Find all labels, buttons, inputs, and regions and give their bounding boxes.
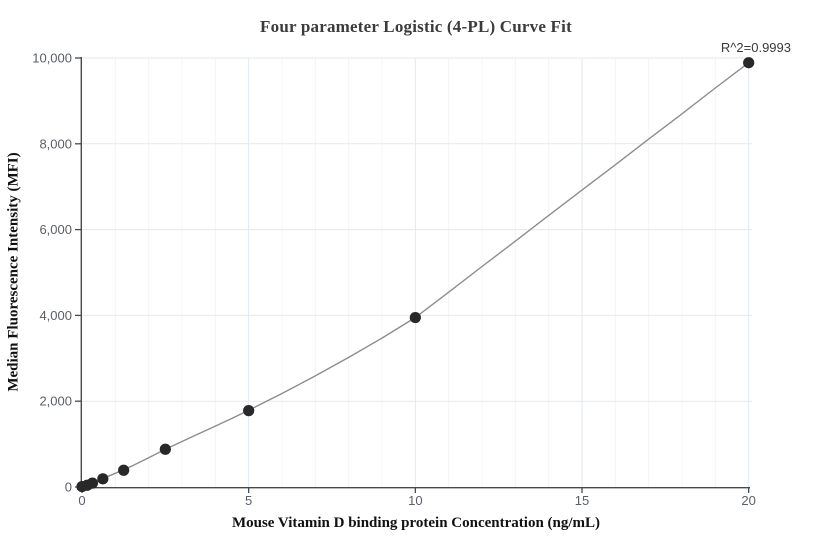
y-axis-title: Median Fluorescence Intensity (MFI) — [5, 152, 22, 392]
x-tick-label: 0 — [78, 493, 85, 508]
x-tick-label: 15 — [575, 493, 589, 508]
data-point — [409, 311, 421, 324]
y-tick-label: 8,000 — [39, 136, 72, 151]
x-axis-title: Mouse Vitamin D binding protein Concentr… — [231, 515, 601, 531]
y-tick-label: 10,000 — [32, 51, 72, 66]
data-point — [86, 477, 99, 489]
data-point — [118, 464, 130, 476]
data-point — [743, 57, 755, 69]
r-squared-annotation: R^2=0.9993 — [720, 40, 791, 55]
y-tick-label: 4,000 — [39, 308, 72, 323]
chart-title: Four parameter Logistic (4-PL) Curve Fit — [260, 17, 572, 36]
x-tick-label: 5 — [245, 493, 252, 508]
data-point — [159, 443, 171, 455]
y-tick-label: 6,000 — [39, 222, 72, 237]
data-point — [243, 405, 255, 417]
x-tick-label: 10 — [408, 493, 422, 508]
y-tick-label: 2,000 — [39, 394, 72, 409]
y-tick-label: 0 — [65, 480, 72, 495]
x-tick-label: 20 — [741, 493, 755, 508]
data-point — [97, 473, 109, 485]
